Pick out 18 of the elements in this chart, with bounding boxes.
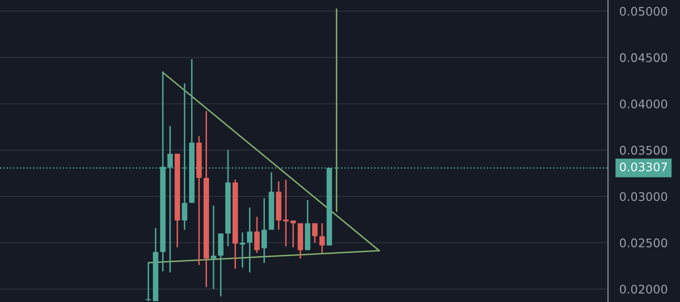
candlestick — [312, 222, 318, 244]
candlestick — [240, 232, 246, 268]
candlestick — [261, 198, 267, 264]
y-tick-label: 0.05000 — [620, 6, 668, 16]
y-tick-label: 0.02000 — [620, 284, 668, 294]
candlestick — [319, 222, 325, 254]
y-tick-label: 0.02500 — [620, 238, 668, 248]
y-tick-label: 0.03500 — [620, 146, 668, 155]
candlestick — [146, 261, 152, 302]
y-tick-label: 0.04500 — [620, 53, 668, 62]
ref-line-label: 0.03307 — [620, 162, 667, 172]
candlestick — [210, 204, 216, 290]
y-tick-label: 0.03000 — [620, 192, 668, 202]
y-tick-label: 0.04000 — [620, 99, 668, 108]
candlestick — [247, 206, 252, 274]
candlestick — [254, 216, 260, 254]
candlestick — [218, 232, 224, 298]
candlestick — [290, 220, 296, 248]
